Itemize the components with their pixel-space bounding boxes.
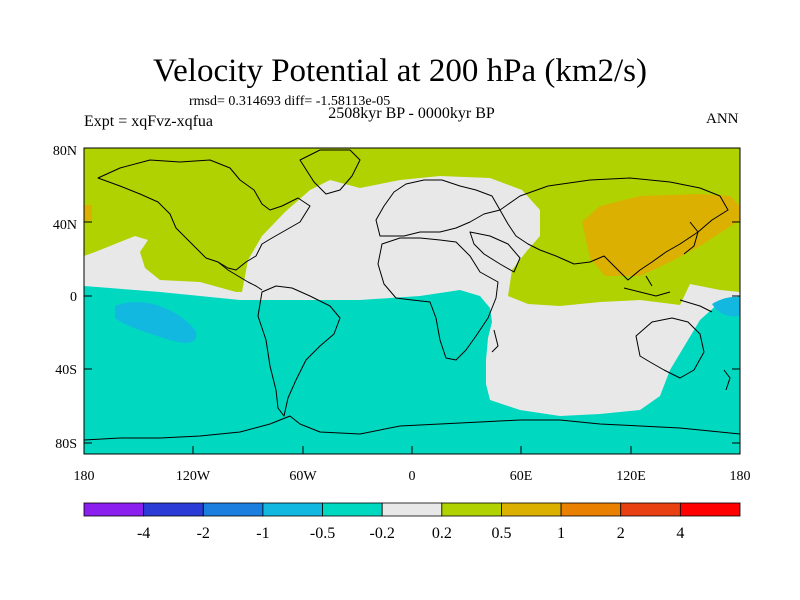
lon-label-60e: 60E [510, 469, 533, 484]
field-positive-asia [582, 194, 740, 276]
lon-label-120e: 120E [616, 469, 646, 484]
field-negative-east-edge [712, 296, 740, 317]
colorbar-label: 2 [617, 525, 625, 542]
colorbar-swatch [679, 502, 741, 517]
contour-field [84, 148, 740, 454]
colorbar-swatch [381, 502, 443, 517]
colorbar-swatch [143, 502, 204, 517]
lat-label-40n: 40N [53, 218, 77, 233]
figure-title: Velocity Potential at 200 hPa (km2/s) [152, 53, 648, 89]
lat-label-40s: 40S [55, 363, 77, 378]
colorbar-swatch [441, 502, 502, 517]
colorbar-label: 1 [557, 525, 565, 542]
field-negative-pacific [115, 302, 197, 343]
colorbar-label: 0.2 [432, 525, 452, 542]
lon-label-0: 0 [409, 469, 416, 484]
colorbar: -4 -2 -1 -0.5 -0.2 0.2 0.5 1 2 4 [83, 502, 741, 542]
colorbar-label: -0.2 [370, 525, 395, 542]
lon-label-180w: 180 [74, 469, 95, 484]
colorbar-swatch [83, 502, 145, 517]
colorbar-swatch [620, 502, 681, 517]
colorbar-label: -2 [197, 525, 210, 542]
lon-axis [83, 446, 741, 454]
colorbar-swatch [262, 502, 323, 517]
field-positive-west-edge [84, 205, 92, 221]
colorbar-label: -0.5 [310, 525, 335, 542]
lon-label-60w: 60W [289, 469, 317, 484]
lat-axis [84, 147, 740, 444]
colorbar-swatch [560, 502, 622, 517]
lat-label-80n: 80N [53, 144, 77, 159]
lon-label-180e: 180 [730, 469, 751, 484]
time-period-label: 2508kyr BP - 0000kyr BP [328, 105, 495, 122]
field-negative-south [84, 286, 740, 454]
field-positive-north [84, 148, 740, 306]
colorbar-swatch [501, 502, 562, 517]
experiment-label: Expt = xqFvz-xqfua [84, 113, 213, 130]
colorbar-label: -1 [256, 525, 269, 542]
colorbar-label: 0.5 [491, 525, 511, 542]
colorbar-label: -4 [137, 525, 150, 542]
colorbar-swatch [202, 502, 264, 517]
lat-label-0: 0 [70, 290, 77, 305]
season-label: ANN [706, 111, 739, 127]
colorbar-label: 4 [676, 525, 684, 542]
coastlines [84, 149, 740, 441]
lat-label-80s: 80S [55, 437, 77, 452]
lon-label-120w: 120W [176, 469, 211, 484]
rmsd-diff-stats: rmsd= 0.314693 diff= -1.58113e-05 [189, 94, 391, 109]
colorbar-swatch [322, 502, 383, 517]
